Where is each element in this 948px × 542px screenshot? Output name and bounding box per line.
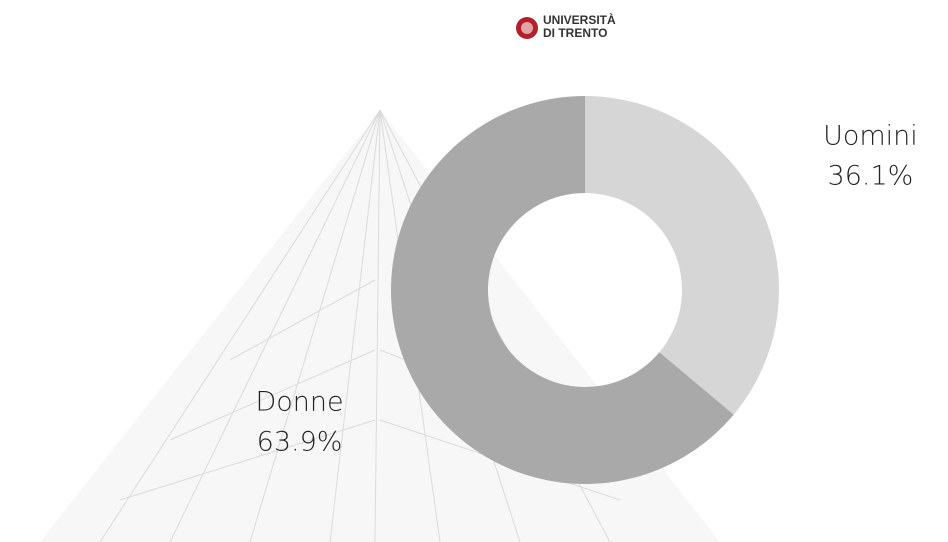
logo-emblem: [521, 22, 533, 34]
building-line: [249, 109, 381, 542]
logo: UNIVERSITÀ DI TRENTO: [516, 12, 616, 40]
donut-slice: [585, 96, 779, 415]
building-line: [329, 109, 381, 542]
value-label: 63.9%: [257, 427, 343, 458]
value-label: 36.1%: [828, 160, 914, 191]
donut-slice: [390, 96, 734, 484]
building-line: [169, 109, 381, 542]
category-label: Donne: [255, 387, 343, 418]
logo-text: DI TRENTO: [543, 26, 607, 40]
building-line: [169, 349, 376, 441]
building-line: [229, 279, 376, 361]
building-line: [99, 109, 381, 542]
building-line: [119, 419, 376, 501]
logo-text: UNIVERSITÀ: [543, 12, 616, 27]
building-line: [374, 109, 381, 542]
category-label: Uomini: [823, 120, 918, 151]
